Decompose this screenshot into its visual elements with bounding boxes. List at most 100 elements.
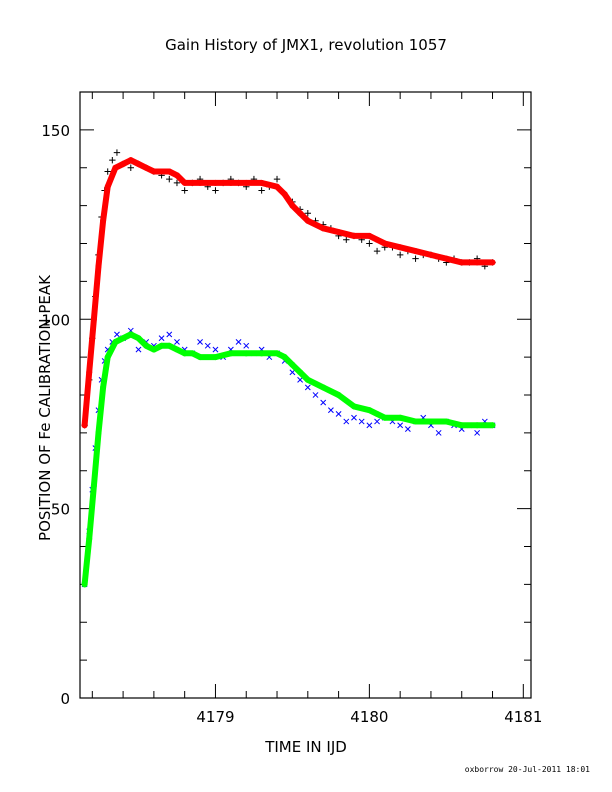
data-point-cross [404,426,411,433]
smoothed-point [86,535,93,542]
smoothed-point [81,581,88,588]
data-point-plus [343,236,350,243]
smoothed-point [381,414,388,421]
smoothed-point [412,418,419,425]
data-point-plus [181,187,188,194]
smoothed-point [458,259,465,266]
data-point-cross [366,422,373,429]
data-point-plus [304,210,312,217]
smoothed-point [366,407,373,414]
smoothed-point [100,384,107,391]
data-point-cross [327,407,334,414]
data-point-cross [343,418,350,425]
smoothed-point [458,422,465,429]
data-point-cross [335,411,342,417]
smoothed-point [320,384,327,391]
smoothed-point [489,259,496,266]
x-tick-label: 4179 [196,708,234,726]
smoothed-point [335,229,342,236]
data-point-cross [204,342,211,349]
smoothed-point [120,335,127,342]
x-tick-label: 4181 [504,708,542,726]
smoothed-point [374,236,381,243]
smoothed-point [243,350,250,357]
data-point-cross [235,339,242,345]
data-point-plus [166,175,173,183]
smoothed-point [100,217,107,224]
chart-title: Gain History of JMX1, revolution 1057 [165,36,447,54]
smoothed-point [127,331,134,338]
y-tick-label: 150 [41,122,70,140]
data-point-cross [212,346,219,353]
smoothed-point [381,240,388,247]
data-point-cross [358,418,365,425]
smoothed-point [181,350,188,357]
smoothed-curve [81,331,496,588]
series-3 [81,327,496,588]
data-point-plus [258,187,265,194]
smoothed-point [427,418,434,425]
data-point-cross [312,392,319,398]
axes [79,91,532,699]
smoothed-point [189,179,196,186]
smoothed-point [243,179,250,186]
smoothed-point [427,251,434,258]
data-point-plus [109,156,116,164]
data-point-plus [396,251,404,259]
smoothed-curve [81,157,496,429]
smoothed-point [397,244,404,251]
tick-labels: 0 50 100 150 4179 4180 4181 [41,122,542,726]
data-point-cross [435,429,442,436]
footer-stamp: oxborrow 20-Jul-2011 18:01 [464,765,590,774]
smoothed-point [397,414,404,421]
smoothed-point [166,342,173,349]
series-4 [81,331,496,588]
data-point-cross [166,331,173,338]
smoothed-point [289,361,296,368]
smoothed-point [258,350,265,357]
y-tick-label: 100 [41,311,70,329]
smoothed-point [143,164,150,171]
smoothed-point [143,342,150,349]
smoothed-point [135,335,142,342]
plot-frame [79,91,532,699]
smoothed-point [189,350,196,357]
data-point-cross [304,384,311,391]
data-point-cross [397,422,404,429]
smoothed-point [366,232,373,239]
data-point-plus [212,187,219,194]
smoothed-point [274,350,281,357]
smoothed-point [374,410,381,417]
smoothed-point [412,248,419,255]
x-tick-label: 4180 [350,708,388,726]
smoothed-point [158,342,165,349]
data-point-cross [174,339,180,345]
smoothed-point [443,255,450,262]
smoothed-point [90,482,97,489]
chart-marks [81,149,496,588]
data-point-cross [158,335,165,342]
data-point-cross [243,342,250,349]
smoothed-point [112,164,119,171]
smoothed-point [90,316,97,323]
smoothed-point [335,392,342,398]
data-point-plus [104,168,111,175]
smoothed-point [297,210,304,217]
series-2 [81,157,496,429]
smoothed-point [81,422,88,429]
smoothed-point [304,217,311,224]
smoothed-point [127,157,134,164]
smoothed-point [166,168,173,175]
smoothed-point [112,338,119,345]
smoothed-point [158,168,165,175]
data-point-plus [373,247,381,255]
smoothed-point [304,376,311,383]
smoothed-point [289,202,296,209]
smoothed-point [281,354,288,361]
y-tick-label: 50 [51,501,70,519]
smoothed-point [227,350,234,357]
smoothed-point [173,172,180,179]
smoothed-point [350,232,357,239]
smoothed-point [489,422,496,429]
smoothed-point [474,422,481,429]
